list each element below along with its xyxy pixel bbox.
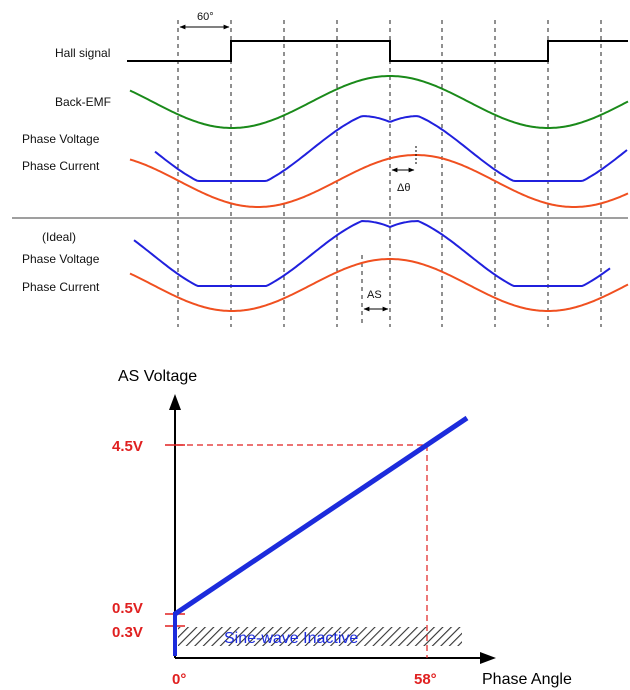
phase-voltage-label: Phase Voltage bbox=[22, 132, 100, 146]
ideal-phase-current-label: Phase Current bbox=[22, 280, 100, 294]
as-voltage-graph: AS Voltage Sine-wave Inactive 4.5V 0.5V … bbox=[112, 368, 572, 688]
ideal-label: (Ideal) bbox=[42, 230, 76, 244]
x-axis-arrowhead bbox=[480, 652, 496, 664]
phase-guides bbox=[177, 20, 602, 327]
x-tick-58: 58° bbox=[414, 671, 437, 688]
as-label: AS bbox=[367, 289, 382, 301]
y-axis-title: AS Voltage bbox=[118, 368, 197, 385]
y-tick-4-5v: 4.5V bbox=[112, 438, 143, 455]
y-tick-0-3v: 0.3V bbox=[112, 624, 143, 641]
y-tick-0-5v: 0.5V bbox=[112, 600, 143, 617]
sixty-degree-label: 60° bbox=[197, 11, 214, 23]
inactive-region bbox=[178, 627, 462, 646]
ideal-phase-voltage-trace bbox=[133, 219, 611, 287]
timing-section: 60° Hall signal Back-EMF Phase Voltage P… bbox=[12, 11, 629, 327]
inactive-label: Sine-wave Inactive bbox=[224, 630, 358, 647]
hall-signal-trace bbox=[127, 40, 628, 62]
phase-current-trace bbox=[129, 154, 629, 208]
back-emf-trace bbox=[129, 75, 629, 129]
phase-current-label: Phase Current bbox=[22, 159, 100, 173]
y-axis-arrowhead bbox=[169, 394, 181, 410]
hall-signal-label: Hall signal bbox=[55, 46, 110, 60]
ideal-phase-current-trace bbox=[129, 258, 629, 312]
as-voltage-line bbox=[173, 415, 469, 617]
x-axis-title: Phase Angle bbox=[482, 671, 572, 688]
ideal-phase-voltage-label: Phase Voltage bbox=[22, 252, 100, 266]
x-tick-0: 0° bbox=[172, 671, 186, 688]
back-emf-label: Back-EMF bbox=[55, 95, 111, 109]
phase-voltage-trace bbox=[154, 115, 628, 182]
delta-theta-label: Δθ bbox=[397, 182, 410, 194]
